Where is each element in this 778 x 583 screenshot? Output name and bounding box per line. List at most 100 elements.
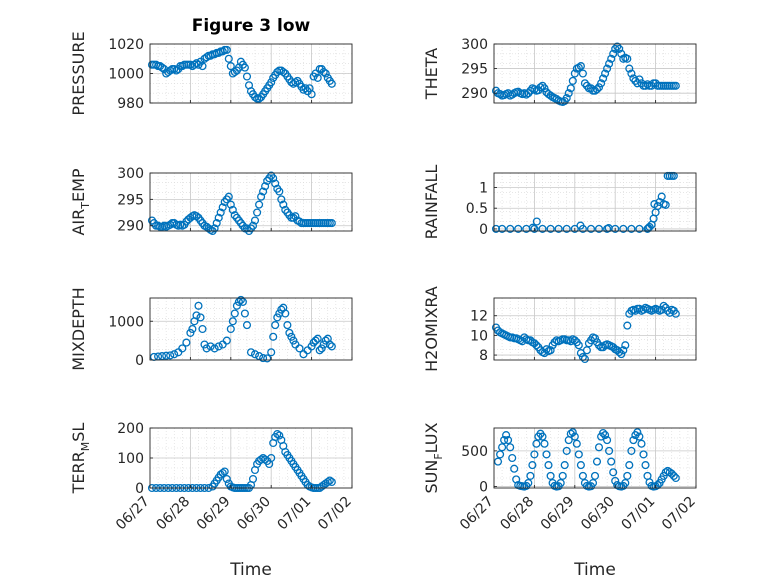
y-tick-label: 295: [117, 192, 144, 208]
data-point: [647, 81, 656, 90]
data-point: [514, 224, 523, 233]
data-point: [597, 79, 606, 88]
y-tick-label: 0: [135, 481, 144, 497]
data-point: [641, 81, 650, 90]
data-point: [599, 74, 608, 83]
data-point: [603, 64, 612, 73]
data-point: [635, 432, 644, 441]
y-tick-label: 12: [470, 309, 488, 325]
data-point: [611, 44, 620, 53]
data-point: [629, 436, 638, 445]
data-point: [671, 473, 680, 483]
data-point: [491, 224, 501, 233]
data-point: [502, 431, 511, 440]
data-point: [291, 212, 300, 221]
data-point: [629, 74, 638, 83]
axes-box: [493, 297, 697, 361]
data-point: [238, 297, 247, 306]
subplot-mixdepth: 0 1000 MIXDEPTH: [69, 287, 353, 371]
data-point: [641, 461, 650, 470]
data-point: [590, 471, 600, 480]
data-point: [524, 89, 533, 98]
data-point: [226, 62, 235, 71]
data-point: [631, 306, 640, 315]
data-point: [528, 461, 537, 470]
data-point: [623, 321, 632, 330]
data-point: [637, 439, 646, 448]
data-point: [586, 84, 596, 93]
data-point: [170, 350, 179, 359]
data-point: [267, 453, 276, 463]
data-point: [627, 69, 636, 78]
data-point: [222, 45, 231, 54]
data-point: [574, 341, 583, 350]
data-point: [321, 69, 330, 78]
data-point: [496, 450, 505, 459]
data-point: [311, 336, 320, 345]
y-tick-label: 1000: [108, 67, 144, 83]
x-axis-label-right: Time: [573, 560, 616, 580]
data-point: [222, 474, 231, 484]
data-point: [267, 348, 276, 357]
data-point: [645, 222, 654, 231]
data-point: [186, 328, 195, 337]
y-tick-label: 500: [461, 444, 488, 460]
data-point: [311, 69, 320, 78]
data-point: [255, 200, 264, 209]
data-point: [506, 443, 515, 452]
axes-box: [493, 427, 697, 489]
data-point: [607, 54, 616, 63]
data-point: [325, 340, 334, 349]
data-point: [661, 200, 670, 209]
data-point: [613, 42, 622, 51]
data-point: [671, 81, 680, 90]
y-tick-label: 0: [135, 353, 144, 369]
data-point: [498, 224, 507, 233]
data-point: [554, 224, 563, 233]
data-point: [275, 431, 284, 440]
figure-title: Figure 3 low: [192, 16, 311, 36]
data-point: [607, 457, 616, 466]
y-axis-label: H2OMIXRA: [422, 286, 441, 372]
data-point: [232, 301, 241, 310]
data-point: [669, 171, 678, 180]
data-point: [594, 224, 604, 233]
data-point: [635, 224, 644, 233]
y-tick-label: 1000: [108, 314, 144, 330]
data-point: [196, 313, 205, 322]
data-point: [588, 478, 598, 488]
data-point: [273, 313, 282, 322]
y-tick-label: 295: [461, 62, 488, 78]
data-point: [255, 94, 264, 103]
data-point: [669, 471, 678, 480]
data-point: [313, 334, 322, 343]
data-point: [271, 321, 280, 330]
y-tick-label: 300: [461, 37, 488, 53]
data-point: [317, 344, 326, 353]
data-point: [158, 352, 167, 361]
y-axis-label: MIXDEPTH: [69, 287, 88, 370]
data-point: [493, 457, 503, 466]
y-tick-label: 0.5: [466, 201, 488, 217]
data-point: [279, 67, 288, 77]
data-point: [576, 461, 585, 470]
data-point: [220, 467, 229, 476]
y-tick-label: 1020: [108, 37, 144, 53]
data-point: [269, 174, 278, 183]
data-point: [574, 63, 583, 72]
data-point: [556, 478, 565, 488]
data-point: [619, 346, 628, 355]
data-point: [269, 332, 278, 341]
data-point: [506, 224, 515, 233]
data-point: [623, 54, 632, 63]
subplot-rainfall: 0 0.5 1 RAINFALL: [422, 165, 697, 239]
data-point: [570, 432, 579, 441]
y-tick-label: 290: [461, 86, 488, 102]
data-point: [250, 93, 260, 102]
data-point: [530, 450, 539, 459]
data-point: [271, 179, 280, 188]
data-point: [218, 203, 227, 212]
y-axis-label: TERRMSL: [69, 423, 92, 495]
data-point: [578, 471, 587, 480]
data-point: [228, 205, 237, 214]
